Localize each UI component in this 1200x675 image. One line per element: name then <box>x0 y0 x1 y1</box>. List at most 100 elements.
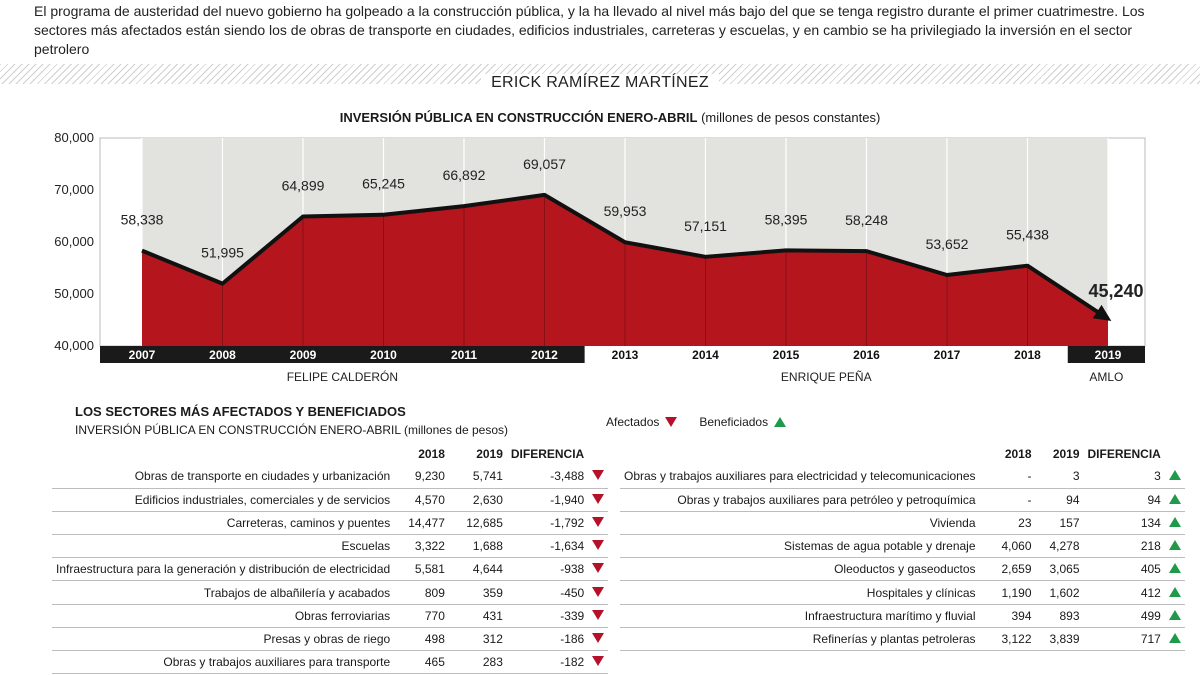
up-triangle-icon <box>1164 627 1185 652</box>
data-label: 57,151 <box>684 218 727 234</box>
data-label: 64,899 <box>282 178 325 194</box>
value-2019: 1,602 <box>1035 580 1084 605</box>
column-header-mark <box>1165 443 1185 465</box>
y-tick-label: 50,000 <box>54 286 94 301</box>
sector-name: Escuelas <box>52 534 405 559</box>
value-2019: 3,839 <box>1035 627 1084 652</box>
period-label: AMLO <box>1089 370 1123 384</box>
difference-value: -938 <box>506 557 589 582</box>
table-row: Edificios industriales, comerciales y de… <box>52 488 609 512</box>
value-2018: 465 <box>404 650 449 675</box>
value-2018: 4,570 <box>404 488 449 512</box>
y-tick-label: 60,000 <box>54 234 94 249</box>
value-2018: 770 <box>404 604 449 628</box>
value-2019: 157 <box>1035 511 1084 536</box>
x-tick-label: 2007 <box>129 348 156 362</box>
period-label: ENRIQUE PEÑA <box>781 370 872 384</box>
table-row: Refinerías y plantas petroleras 3,122 3,83… <box>620 627 1185 652</box>
down-triangle-icon <box>588 557 609 582</box>
table-header-row: 2018 2019 DIFERENCIA <box>620 443 1185 465</box>
table-row: Oleoductos y gaseoductos 2,659 3,065 405 <box>620 557 1185 582</box>
value-2018: 4,060 <box>989 534 1036 559</box>
down-triangle-icon <box>588 488 609 512</box>
data-label: 53,652 <box>926 236 969 252</box>
up-triangle-icon <box>1164 511 1185 536</box>
up-triangle-icon <box>1164 604 1185 628</box>
x-tick-label: 2009 <box>290 348 317 362</box>
column-header-mark <box>588 443 608 465</box>
table-row: Infraestructura marítimo y fluvial 394 893… <box>620 604 1185 628</box>
series-line <box>141 192 1110 321</box>
table-row: Escuelas 3,322 1,688 -1,634 <box>52 534 609 559</box>
value-2019: 3,065 <box>1035 557 1084 582</box>
sector-name: Obras y trabajos auxiliares para transpo… <box>52 650 405 675</box>
chart-title-unit: (millones de pesos constantes) <box>701 110 881 125</box>
column-header-2019: 2019 <box>1052 447 1080 461</box>
data-label: 65,245 <box>362 176 405 192</box>
value-2018: 2,659 <box>989 557 1036 582</box>
difference-value: -1,792 <box>506 511 589 536</box>
value-2019: 12,685 <box>448 511 507 536</box>
data-label: 58,395 <box>765 211 808 227</box>
value-2018: 3,322 <box>404 534 449 559</box>
value-2018: 14,477 <box>404 511 449 536</box>
table-row: Trabajos de albañilería y acabados 809 359… <box>52 580 609 605</box>
column-header-sector <box>620 443 990 465</box>
value-2018: - <box>989 488 1036 512</box>
difference-value: 134 <box>1083 511 1165 536</box>
data-label: 55,438 <box>1006 227 1049 243</box>
legend-benefited-label: Beneficiados <box>699 415 769 429</box>
value-2018: 9,230 <box>404 465 449 489</box>
intro-text: El programa de austeridad del nuevo gobi… <box>34 3 1145 57</box>
y-tick-label: 80,000 <box>54 130 94 145</box>
x-tick-label: 2019 <box>1095 348 1122 362</box>
difference-value: -3,488 <box>506 465 589 489</box>
down-triangle-icon <box>588 534 609 559</box>
difference-value: 94 <box>1083 488 1165 512</box>
table-row: Hospitales y clínicas 1,190 1,602 412 <box>620 580 1185 605</box>
difference-value: -182 <box>506 650 589 675</box>
up-triangle-icon <box>774 417 787 427</box>
sector-name: Infraestructura marítimo y fluvial <box>620 604 990 628</box>
sector-name: Obras y trabajos auxiliares para electri… <box>620 465 990 489</box>
up-triangle-icon <box>1164 557 1185 582</box>
up-triangle-icon <box>1164 465 1185 489</box>
x-tick-label: 2008 <box>209 348 236 362</box>
difference-value: 3 <box>1083 465 1165 489</box>
table-header-row: 2018 2019 DIFERENCIA <box>52 443 608 465</box>
down-triangle-icon <box>588 465 609 489</box>
value-2019: 359 <box>448 580 507 605</box>
x-tick-label: 2018 <box>1014 348 1041 362</box>
column-header-difference: DIFERENCIA <box>1087 447 1161 461</box>
down-triangle-icon <box>588 580 609 605</box>
value-2019: 4,278 <box>1035 534 1084 559</box>
value-2018: 498 <box>404 627 449 652</box>
difference-value: -339 <box>506 604 589 628</box>
data-label: 66,892 <box>443 167 486 183</box>
y-tick-label: 70,000 <box>54 182 94 197</box>
x-tick-label: 2010 <box>370 348 397 362</box>
sector-name: Vivienda <box>620 511 990 536</box>
table-row: Obras y trabajos auxiliares para transpo… <box>52 650 609 675</box>
difference-value: 412 <box>1083 580 1165 605</box>
sector-name: Carreteras, caminos y puentes <box>52 511 405 536</box>
value-2019: 283 <box>448 650 507 675</box>
y-tick-label: 40,000 <box>54 338 94 353</box>
period-bar <box>584 346 1068 363</box>
column-header-sector <box>52 443 404 465</box>
difference-value: 499 <box>1083 604 1165 628</box>
value-2019: 94 <box>1035 488 1084 512</box>
table-row: Carreteras, caminos y puentes 14,477 12,68… <box>52 511 609 536</box>
x-tick-label: 2013 <box>612 348 639 362</box>
sector-name: Obras y trabajos auxiliares para petróle… <box>620 488 990 512</box>
down-triangle-icon <box>588 627 609 652</box>
period-label: FELIPE CALDERÓN <box>287 369 398 384</box>
sector-name: Presas y obras de riego <box>52 627 405 652</box>
affected-sectors-table: 2018 2019 DIFERENCIA Obras de transporte… <box>52 443 609 675</box>
sectors-subtitle: INVERSIÓN PÚBLICA EN CONSTRUCCIÓN ENERO-… <box>75 423 508 437</box>
table-row: Vivienda 23 157 134 <box>620 511 1185 536</box>
value-2018: 394 <box>989 604 1036 628</box>
chart-title-main: INVERSIÓN PÚBLICA EN CONSTRUCCIÓN ENERO-… <box>339 110 698 125</box>
sector-name: Obras de transporte en ciudades y urbani… <box>52 465 405 489</box>
table-row: Sistemas de agua potable y drenaje 4,060 4… <box>620 534 1185 559</box>
